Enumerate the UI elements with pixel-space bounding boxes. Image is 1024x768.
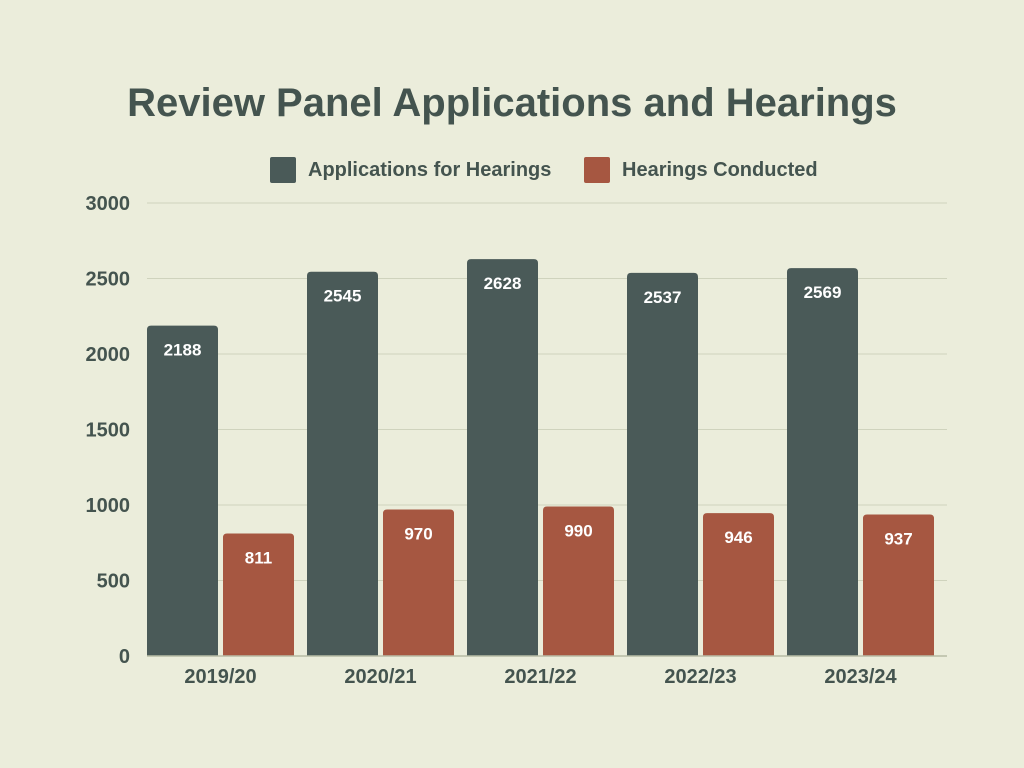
data-label: 2188 <box>164 341 202 360</box>
legend-swatch-applications <box>270 157 296 183</box>
y-tick-label: 1000 <box>86 495 131 517</box>
data-label: 811 <box>245 549 272 568</box>
bar-applications-2023-24 <box>787 268 858 656</box>
bar-hearings-2023-24 <box>863 514 934 656</box>
bar-applications-2022-23 <box>627 272 698 656</box>
bar-applications-2019-20 <box>147 325 218 656</box>
data-label: 2569 <box>804 283 842 302</box>
value-labels: 2188 811 2545 970 2628 990 2537 946 2569 937 <box>164 274 913 567</box>
data-label: 946 <box>724 528 752 547</box>
x-tick-label: 2021/22 <box>504 666 576 688</box>
data-label: 990 <box>564 522 592 541</box>
y-axis-ticks: 0 500 1000 1500 2000 2500 3000 <box>86 193 131 668</box>
legend: Applications for Hearings Hearings Condu… <box>270 157 818 183</box>
x-tick-label: 2023/24 <box>824 666 897 688</box>
bar-applications-2020-21 <box>307 271 378 656</box>
x-axis-ticks: 2019/20 2020/21 2021/22 2022/23 2023/24 <box>184 666 897 688</box>
y-tick-label: 500 <box>97 571 130 593</box>
bar-hearings-2022-23 <box>703 513 774 656</box>
x-tick-label: 2019/20 <box>184 666 256 688</box>
chart-title: Review Panel Applications and Hearings <box>127 81 897 125</box>
data-label: 2628 <box>484 274 522 293</box>
y-tick-label: 0 <box>119 646 130 668</box>
y-tick-label: 1500 <box>86 420 131 442</box>
bar-hearings-2021-22 <box>543 506 614 656</box>
data-label: 2537 <box>644 288 682 307</box>
data-label: 937 <box>884 530 912 549</box>
legend-label-hearings: Hearings Conducted <box>622 159 818 181</box>
bars <box>147 259 934 656</box>
bar-applications-2021-22 <box>467 259 538 656</box>
bar-hearings-2019-20 <box>223 533 294 656</box>
y-tick-label: 2000 <box>86 344 131 366</box>
y-tick-label: 3000 <box>86 193 131 215</box>
y-tick-label: 2500 <box>86 269 131 291</box>
legend-label-applications: Applications for Hearings <box>308 159 551 181</box>
bar-hearings-2020-21 <box>383 509 454 656</box>
x-tick-label: 2022/23 <box>664 666 736 688</box>
x-tick-label: 2020/21 <box>344 666 416 688</box>
legend-swatch-hearings <box>584 157 610 183</box>
data-label: 970 <box>404 525 432 544</box>
data-label: 2545 <box>324 287 362 306</box>
